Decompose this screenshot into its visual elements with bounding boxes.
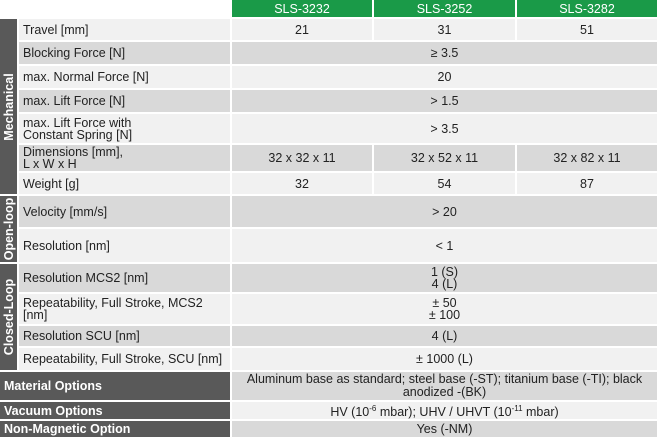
group-label: Closed-Loop bbox=[1, 278, 16, 356]
cell-value: 31 bbox=[372, 17, 515, 40]
vacuum-hv: HV (10 bbox=[330, 405, 370, 420]
label-line: Dimensions [mm], bbox=[23, 145, 124, 159]
vacuum-mbar: mbar) bbox=[522, 405, 559, 420]
cell-value: 32 x 52 x 11 bbox=[372, 143, 515, 171]
option-value: Aluminum base as standard; steel base (-… bbox=[230, 370, 657, 400]
row-label: Resolution SCU [nm] bbox=[17, 324, 230, 346]
cell-value: 51 bbox=[515, 17, 657, 40]
vacuum-uhv: mbar); UHV / UHVT (10 bbox=[376, 405, 512, 420]
model-header: SLS-3232 bbox=[230, 0, 372, 17]
table-row: Open-loop Velocity [mm/s] > 20 bbox=[0, 194, 657, 262]
cell-value: ± 1000 (L) bbox=[230, 346, 657, 370]
row-label: Dimensions [mm], L x W x H bbox=[17, 143, 230, 171]
cell-value: 32 x 82 x 11 bbox=[515, 143, 657, 171]
model-header: SLS-3282 bbox=[515, 0, 657, 17]
cell-value: 54 bbox=[372, 171, 515, 194]
table-row: Mechanical Travel [mm] 21 31 51 bbox=[0, 17, 657, 194]
group-open-loop: Open-loop bbox=[0, 194, 17, 262]
cell-value: 1 (S) 4 (L) bbox=[230, 262, 657, 292]
cell-value: 87 bbox=[515, 171, 657, 194]
group-closed-loop: Closed-Loop bbox=[0, 262, 17, 370]
table-row: Resolution SCU [nm] 4 (L) bbox=[0, 324, 657, 346]
row-label: max. Lift Force with Constant Spring [N] bbox=[17, 112, 230, 143]
exponent: -11 bbox=[511, 404, 523, 413]
table-row: Dimensions [mm], L x W x H 32 x 32 x 11 … bbox=[0, 143, 657, 171]
exponent: -6 bbox=[369, 404, 377, 413]
cell-value: 20 bbox=[230, 64, 657, 88]
row-label: max. Lift Force [N] bbox=[17, 88, 230, 112]
model-header: SLS-3252 bbox=[372, 0, 515, 17]
group-label: Open-loop bbox=[1, 197, 16, 261]
row-label: Blocking Force [N] bbox=[17, 40, 230, 64]
option-label: Non-Magnetic Option bbox=[0, 419, 230, 438]
table-row: max. Lift Force with Constant Spring [N]… bbox=[0, 112, 657, 143]
value-line: anodized -(BK) bbox=[402, 385, 487, 399]
cell-value: 4 (L) bbox=[230, 324, 657, 346]
table-row: max. Lift Force [N] > 1.5 bbox=[0, 88, 657, 112]
cell-value: ≥ 3.5 bbox=[230, 40, 657, 64]
cell-value: 32 bbox=[230, 171, 372, 194]
cell-value: > 1.5 bbox=[230, 88, 657, 112]
header-row: SLS-3232 SLS-3252 SLS-3282 bbox=[0, 0, 657, 17]
table-row: Weight [g] 32 54 87 bbox=[0, 171, 657, 194]
value-line: ± 50 bbox=[432, 296, 457, 310]
row-label: Resolution [nm] bbox=[17, 227, 230, 262]
table-row: Non-Magnetic Option Yes (-NM) bbox=[0, 419, 657, 438]
label-line: Constant Spring [N] bbox=[23, 127, 133, 142]
row-label: Resolution MCS2 [nm] bbox=[17, 262, 230, 292]
table-row: max. Normal Force [N] 20 bbox=[0, 64, 657, 88]
header-blank bbox=[0, 0, 230, 17]
group-label: Mechanical bbox=[1, 72, 16, 141]
option-label: Vacuum Options bbox=[0, 400, 230, 420]
value-line: ± 100 bbox=[428, 308, 461, 322]
table-row: Blocking Force [N] ≥ 3.5 bbox=[0, 40, 657, 64]
cell-value: > 3.5 bbox=[230, 112, 657, 143]
row-label: Weight [g] bbox=[17, 171, 230, 194]
row-label: Repeatability, Full Stroke, SCU [nm] bbox=[17, 346, 230, 370]
row-label: Travel [mm] bbox=[17, 17, 230, 40]
table-row: Repeatability, Full Stroke, MCS2 [nm] ± … bbox=[0, 292, 657, 324]
table-row: Closed-Loop Resolution MCS2 [nm] 1 (S) 4… bbox=[0, 262, 657, 370]
cell-value: ± 50 ± 100 bbox=[230, 292, 657, 324]
option-value: HV (10-6 mbar); UHV / UHVT (10-11 mbar) bbox=[230, 400, 657, 420]
group-mechanical: Mechanical bbox=[0, 17, 17, 194]
value-line: Aluminum base as standard; steel base (-… bbox=[246, 372, 643, 386]
option-label: Material Options bbox=[0, 370, 230, 400]
row-label: Repeatability, Full Stroke, MCS2 [nm] bbox=[17, 292, 230, 324]
row-label: max. Normal Force [N] bbox=[17, 64, 230, 88]
cell-value: 21 bbox=[230, 17, 372, 40]
value-line: 4 (L) bbox=[431, 277, 458, 291]
table-row: Repeatability, Full Stroke, SCU [nm] ± 1… bbox=[0, 346, 657, 370]
option-value: Yes (-NM) bbox=[230, 419, 657, 438]
table-row: Vacuum Options HV (10-6 mbar); UHV / UHV… bbox=[0, 400, 657, 420]
label-line: max. Lift Force with bbox=[23, 115, 132, 130]
row-label: Velocity [mm/s] bbox=[17, 194, 230, 227]
cell-value: 32 x 32 x 11 bbox=[230, 143, 372, 171]
cell-value: > 20 bbox=[230, 194, 657, 227]
cell-value: < 1 bbox=[230, 227, 657, 262]
table-row: Resolution [nm] < 1 bbox=[0, 227, 657, 262]
table-row: Material Options Aluminum base as standa… bbox=[0, 370, 657, 400]
label-line: L x W x H bbox=[23, 157, 77, 171]
value-line: 1 (S) bbox=[430, 265, 459, 279]
